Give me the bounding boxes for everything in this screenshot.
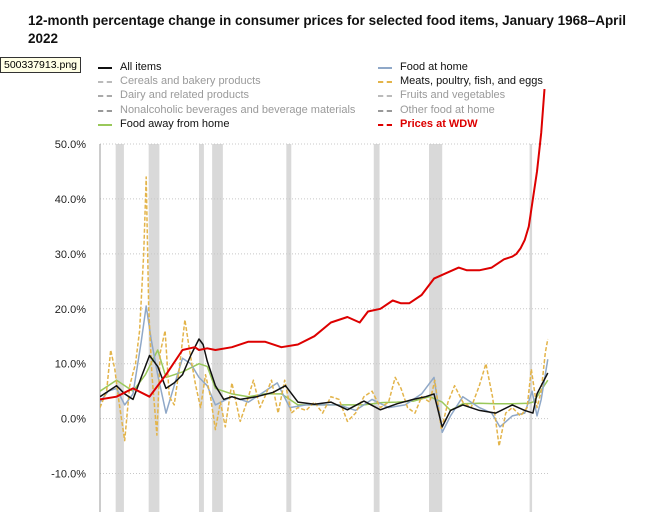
- chart-title: 12-month percentage change in consumer p…: [28, 13, 626, 46]
- legend-label: Other food at home: [400, 103, 495, 116]
- legend-swatch: [378, 95, 392, 98]
- y-tick-label-4: 30.0%: [55, 249, 86, 261]
- y-tick-label-2: 10.0%: [55, 359, 86, 371]
- series-line-all-items: [100, 338, 549, 428]
- legend-label: Nonalcoholic beverages and beverage mate…: [120, 103, 356, 116]
- recession-band-0: [115, 144, 124, 512]
- y-tick-label-0: -10.0%: [51, 469, 86, 481]
- legend-swatch: [98, 81, 112, 84]
- recession-band-1: [148, 144, 160, 512]
- recession-band-3: [212, 144, 223, 512]
- legend-swatch: [378, 67, 392, 69]
- legend-label: All items: [120, 61, 162, 73]
- y-tick-label-5: 40.0%: [55, 194, 86, 206]
- y-tick-label-3: 20.0%: [55, 304, 86, 316]
- legend-swatch: [98, 67, 112, 69]
- legend-swatch: [378, 81, 392, 84]
- recession-band-6: [429, 144, 443, 512]
- legend-label: Prices at WDW: [400, 117, 478, 130]
- legend-label: Food away from home: [120, 117, 230, 130]
- recession-band-2: [198, 144, 204, 512]
- legend-label: Dairy and related products: [120, 89, 250, 102]
- legend-swatch: [98, 109, 112, 112]
- series-line-meats-poultry-fish-and-eggs: [100, 176, 549, 447]
- legend-label: Fruits and vegetables: [400, 89, 506, 102]
- legend-label: Food at home: [400, 61, 468, 73]
- axis-layer: -10.0% 0.0% 10.0% 20.0% 30.0% 40.0% 50.0%: [51, 139, 101, 512]
- image-filename-label: 500337913.png: [0, 57, 81, 73]
- recession-band-4: [286, 144, 292, 512]
- y-tick-label-1: 0.0%: [61, 414, 86, 426]
- recession-shading-layer: [115, 144, 533, 512]
- legend-label: Cereals and bakery products: [120, 75, 261, 88]
- legend-swatch: [98, 123, 112, 126]
- recession-band-7: [529, 144, 533, 512]
- legend-swatch: [378, 109, 392, 112]
- series-layer: [100, 89, 549, 447]
- legend-swatch: [378, 123, 392, 126]
- recession-band-5: [373, 144, 380, 512]
- legend-label: Meats, poultry, fish, and eggs: [400, 75, 543, 88]
- legend-swatch: [98, 95, 112, 98]
- y-tick-label-6: 50.0%: [55, 139, 86, 151]
- gridlines-layer: [100, 143, 548, 475]
- series-line-prices-at-wdw: [100, 89, 546, 401]
